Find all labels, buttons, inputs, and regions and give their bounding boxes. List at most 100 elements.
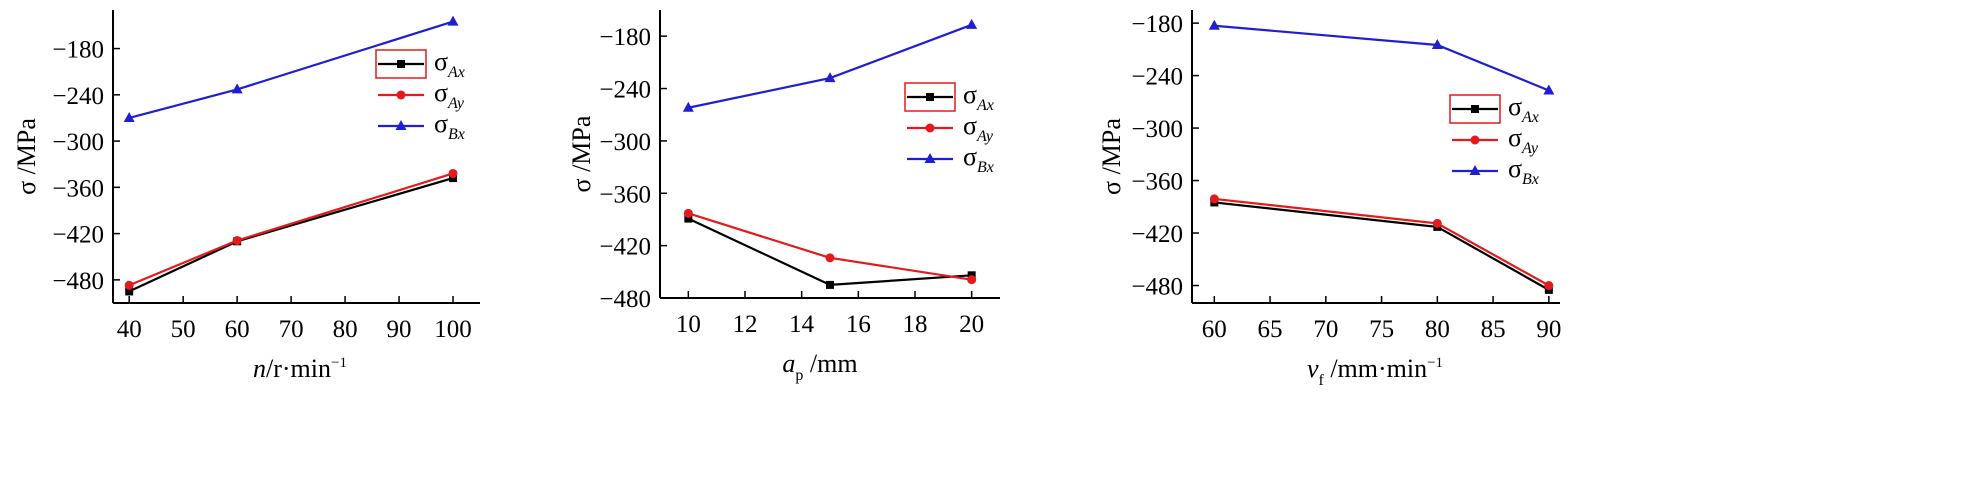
- data-point-Ay: [825, 253, 835, 263]
- legend-box: [375, 49, 427, 79]
- y-tick-label: −300: [599, 129, 651, 156]
- legend-label-Bx: σBx: [434, 109, 465, 143]
- data-point-Bx: [824, 72, 836, 83]
- x-axis-label: vf /mm·min−1: [1307, 354, 1443, 389]
- x-axis-label: ap /mm: [782, 349, 857, 384]
- legend-label-Ay: σAy: [963, 111, 994, 145]
- data-point-Ax: [826, 280, 834, 289]
- legend-marker-Bx: [1469, 165, 1481, 175]
- x-tick-label: 12: [733, 311, 758, 338]
- legend-marker-Ax: [397, 60, 405, 68]
- y-tick-label: −240: [52, 83, 104, 110]
- x-tick-label: 80: [333, 316, 358, 343]
- chart-2: 10 12 14 16 18 20 −180 −240 −300 −360 −420 −480 σ /M…: [567, 10, 1000, 384]
- x-tick-label: 60: [1202, 316, 1227, 343]
- x-tick-label: 40: [117, 316, 142, 343]
- y-tick-label: −360: [1131, 169, 1183, 196]
- data-point-Ax: [125, 287, 134, 296]
- legend-label-Ay: σAy: [434, 78, 465, 112]
- x-tick-label: 100: [434, 316, 472, 343]
- y-tick-label: −480: [599, 286, 651, 313]
- data-point-Bx: [447, 15, 459, 26]
- y-tick-label: −180: [52, 37, 104, 64]
- x-tick-label: 70: [1313, 316, 1338, 343]
- chart-1: 40 50 60 70 80 90 100 −180 −240 −300 −360 −420 −480 σ…: [12, 10, 480, 383]
- legend-label-Ax: σAx: [963, 80, 994, 114]
- legend-marker-Ay: [396, 90, 406, 100]
- data-point-Ax: [684, 214, 693, 223]
- data-point-Ay: [967, 275, 977, 285]
- y-tick-label: −480: [1131, 274, 1183, 301]
- legend-marker-Ax: [926, 93, 934, 101]
- data-point-Ay: [1209, 194, 1219, 204]
- x-tick-label: 65: [1258, 316, 1283, 343]
- legend-marker-Ay: [1470, 135, 1480, 145]
- series-line-Ax: [1214, 201, 1550, 291]
- series-Bx: [123, 15, 459, 122]
- x-tick-label: 60: [225, 316, 250, 343]
- series-Bx: [682, 18, 978, 112]
- legend-label-Bx: σBx: [963, 142, 994, 176]
- y-axis-label: σ /MPa: [1097, 118, 1126, 195]
- y-tick-label: −180: [1131, 11, 1183, 38]
- y-tick-label: −300: [1131, 116, 1183, 143]
- series-line-Ay: [1214, 197, 1550, 287]
- legend-label-Ax: σAx: [1508, 92, 1539, 126]
- series-Bx: [1208, 19, 1555, 95]
- x-tick-label: 90: [387, 316, 412, 343]
- x-tick-label: 90: [1536, 316, 1561, 343]
- y-tick-label: −300: [52, 129, 104, 156]
- series-line-Ay: [688, 212, 972, 281]
- data-point-Bx: [1543, 84, 1555, 95]
- legend-marker-Ax: [1471, 105, 1479, 113]
- data-point-Bx: [966, 18, 978, 29]
- y-tick-label: −420: [1131, 221, 1183, 248]
- series-Ax: [125, 174, 458, 296]
- y-tick-label: −420: [599, 234, 651, 261]
- data-point-Ax: [449, 174, 458, 183]
- data-point-Ay: [1432, 218, 1442, 228]
- data-point-Bx: [682, 101, 694, 112]
- series-Ax: [1210, 198, 1553, 294]
- y-axis-label: σ /MPa: [12, 118, 41, 195]
- x-tick-label: 85: [1481, 316, 1506, 343]
- x-axis-label: n/r·min−1: [253, 354, 347, 383]
- data-point-Bx: [123, 111, 135, 122]
- x-tick-label: 70: [279, 316, 304, 343]
- x-tick-label: 50: [171, 316, 196, 343]
- data-point-Bx: [1208, 19, 1220, 30]
- series-line-Ax: [687, 217, 972, 287]
- x-tick-label: 16: [846, 311, 871, 338]
- y-tick-label: −360: [52, 175, 104, 202]
- x-tick-label: 18: [903, 311, 928, 338]
- x-tick-label: 20: [959, 311, 984, 338]
- series-Ay: [1209, 194, 1554, 291]
- data-point-Ay: [448, 168, 458, 178]
- data-point-Ay: [124, 280, 134, 290]
- y-axis-label: σ /MPa: [567, 115, 596, 192]
- data-point-Ay: [1544, 281, 1554, 291]
- y-tick-label: −420: [52, 222, 104, 249]
- chart-3: 60 65 70 75 80 85 90 −180 −240 −300 −360 −420 −480 σ …: [1097, 10, 1561, 389]
- data-point-Bx: [231, 83, 243, 94]
- legend-label-Bx: σBx: [1508, 154, 1539, 188]
- y-tick-label: −180: [599, 24, 651, 51]
- data-point-Bx: [1431, 38, 1443, 49]
- x-tick-label: 80: [1425, 316, 1450, 343]
- data-point-Ay: [683, 208, 693, 218]
- legend-label-Ax: σAx: [434, 47, 465, 81]
- y-tick-label: −240: [1131, 64, 1183, 91]
- legend-marker-Ay: [925, 123, 935, 133]
- series-line-Bx: [1214, 24, 1550, 92]
- legend-marker-Bx: [924, 153, 936, 163]
- legend-label-Ay: σAy: [1508, 123, 1539, 157]
- series-Ay: [124, 168, 458, 290]
- y-tick-label: −480: [52, 268, 104, 295]
- series-Ay: [683, 208, 977, 285]
- x-tick-label: 75: [1369, 316, 1394, 343]
- x-tick-label: 10: [676, 311, 701, 338]
